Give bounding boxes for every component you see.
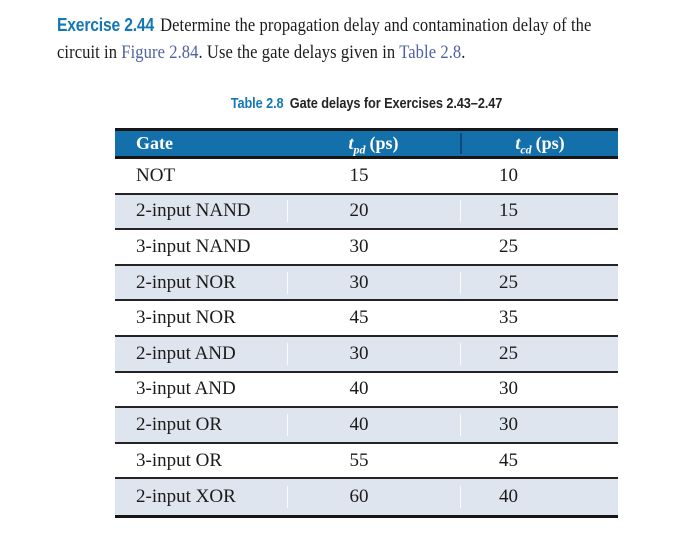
- tpd-cell: 55: [287, 449, 460, 472]
- table-number-label: Table 2.8: [230, 96, 284, 112]
- tcd-subscript: cd: [520, 142, 532, 157]
- tpd-cell: 45: [287, 307, 460, 330]
- header-tcd: tcd (ps): [460, 133, 618, 157]
- tpd-cell: 30: [287, 235, 460, 258]
- gate-cell: NOT: [136, 164, 176, 186]
- exercise-line-1: Exercise 2.44 Determine the propagation d…: [57, 12, 614, 39]
- table-row-nand2: 2-input NAND 20 15: [115, 194, 618, 231]
- tcd-cell: 45: [460, 449, 618, 472]
- tpd-symbol: t: [348, 133, 354, 153]
- tpd-cell: 30: [287, 271, 460, 294]
- tcd-cell: 25: [460, 235, 618, 258]
- tpd-subscript: pd: [353, 142, 366, 157]
- tpd-cell: 20: [287, 200, 460, 223]
- table-row-nor2: 2-input NOR 30 25: [115, 265, 618, 302]
- tpd-cell: 30: [287, 342, 460, 365]
- gate-cell: 3-input NOR: [136, 307, 236, 329]
- exercise-text-line2-suffix: .: [461, 42, 466, 63]
- table-row-and2: 2-input AND 30 25: [115, 336, 618, 373]
- table-caption: Table 2.8 Gate delays for Exercises 2.43–…: [145, 96, 588, 112]
- gate-cell: 2-input NAND: [136, 200, 251, 222]
- gate-cell: 2-input AND: [136, 342, 236, 364]
- tpd-cell: 15: [287, 164, 460, 187]
- gate-cell: 3-input AND: [136, 378, 236, 400]
- tcd-cell: 15: [460, 200, 618, 223]
- tpd-cell: 60: [287, 486, 460, 509]
- table-row-nand3: 3-input NAND 30 25: [115, 230, 618, 266]
- table-row-xor2: 2-input XOR 60 40: [115, 479, 618, 515]
- table-reference-link[interactable]: Table 2.8: [399, 42, 462, 63]
- gate-cell: 3-input OR: [136, 449, 223, 471]
- tcd-unit: (ps): [535, 133, 565, 153]
- tpd-cell: 40: [287, 378, 460, 401]
- tcd-cell: 30: [460, 378, 618, 401]
- exercise-number-label: Exercise 2.44: [57, 15, 155, 35]
- table-header-row: Gate tpd (ps) tcd (ps): [115, 131, 618, 159]
- gate-cell: 2-input NOR: [136, 271, 236, 293]
- exercise-text-line2-middle: . Use the gate delays given in: [198, 42, 400, 63]
- tcd-cell: 10: [460, 164, 618, 187]
- header-gate: Gate: [136, 133, 173, 153]
- figure-reference-link[interactable]: Figure 2.84: [121, 42, 199, 63]
- gate-cell: 2-input XOR: [136, 486, 236, 508]
- table-row-and3: 3-input AND 40 30: [115, 372, 618, 409]
- exercise-paragraph: Exercise 2.44 Determine the propagation d…: [57, 12, 697, 66]
- table-caption-text: Gate delays for Exercises 2.43–2.47: [289, 96, 503, 112]
- tpd-cell: 40: [287, 413, 460, 436]
- table-row-or3: 3-input OR 55 45: [115, 443, 618, 480]
- tcd-cell: 25: [460, 342, 618, 365]
- table-row-nor3: 3-input NOR 45 35: [115, 301, 618, 337]
- tcd-cell: 30: [460, 413, 618, 436]
- gate-cell: 2-input OR: [136, 413, 223, 435]
- table-row-or2: 2-input OR 40 30: [115, 408, 618, 444]
- exercise-line-2: circuit in Figure 2.84. Use the gate del…: [57, 39, 614, 66]
- tcd-cell: 35: [460, 307, 618, 330]
- tpd-unit: (ps): [369, 133, 399, 153]
- exercise-text-line1: Determine the propagation delay and cont…: [160, 15, 592, 36]
- tcd-cell: 40: [460, 486, 618, 509]
- exercise-text-line2-prefix: circuit in: [57, 42, 122, 63]
- table-row-not: NOT 15 10: [115, 159, 618, 195]
- tcd-symbol: t: [515, 133, 521, 153]
- header-tpd: tpd (ps): [287, 133, 460, 157]
- gate-cell: 3-input NAND: [136, 235, 251, 257]
- tcd-cell: 25: [460, 271, 618, 294]
- gate-delays-table: Gate tpd (ps) tcd (ps) NOT 15 10 2-input N…: [115, 128, 618, 518]
